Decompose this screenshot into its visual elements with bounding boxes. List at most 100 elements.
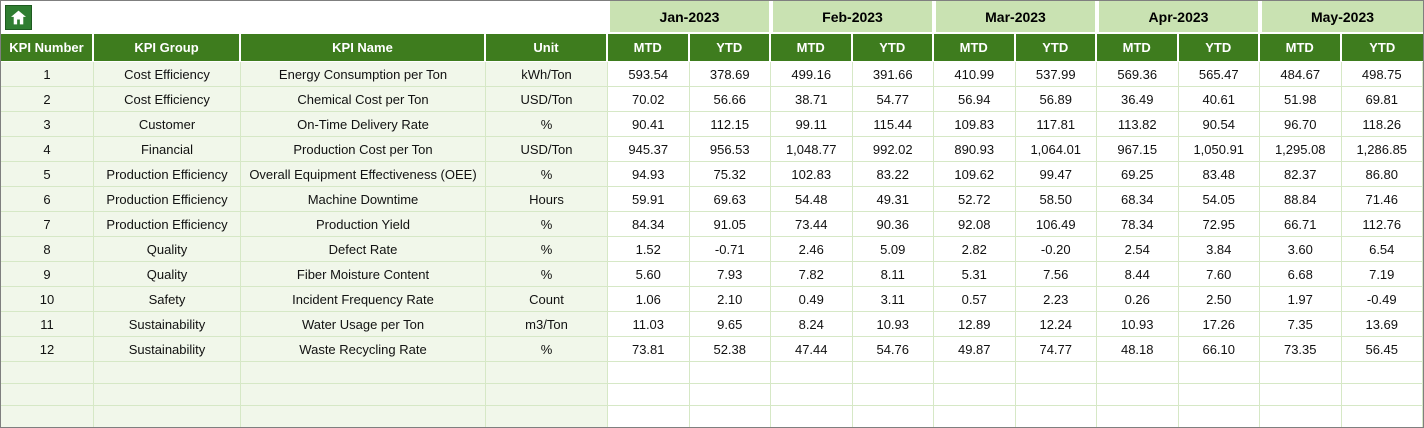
kpi-value-cell[interactable]: 378.69 [689,62,771,87]
kpi-value-cell[interactable]: 83.48 [1178,162,1260,187]
empty-cell[interactable] [1,384,94,406]
kpi-number-cell[interactable]: 12 [1,337,94,362]
kpi-value-cell[interactable]: 112.15 [689,112,771,137]
kpi-value-cell[interactable]: 75.32 [689,162,771,187]
unit-cell[interactable]: Hours [486,187,608,212]
kpi-value-cell[interactable]: 109.62 [934,162,1016,187]
kpi-value-cell[interactable]: 8.24 [771,312,853,337]
kpi-value-cell[interactable]: 56.45 [1341,337,1423,362]
kpi-value-cell[interactable]: 6.54 [1341,237,1423,262]
kpi-value-cell[interactable]: 38.71 [771,87,853,112]
kpi-value-cell[interactable]: 7.35 [1260,312,1342,337]
kpi-value-cell[interactable]: 8.44 [1097,262,1179,287]
kpi-value-cell[interactable]: 11.03 [608,312,690,337]
empty-cell[interactable] [1,406,94,427]
kpi-value-cell[interactable]: 99.11 [771,112,853,137]
kpi-value-cell[interactable]: 7.19 [1341,262,1423,287]
empty-cell[interactable] [1015,362,1097,384]
empty-cell[interactable] [608,406,690,427]
kpi-value-cell[interactable]: 8.11 [852,262,934,287]
kpi-value-cell[interactable]: 992.02 [852,137,934,162]
kpi-value-cell[interactable]: 83.22 [852,162,934,187]
kpi-name-cell[interactable]: Production Yield [241,212,486,237]
kpi-value-cell[interactable]: -0.49 [1341,287,1423,312]
kpi-value-cell[interactable]: 88.84 [1260,187,1342,212]
unit-cell[interactable]: % [486,112,608,137]
empty-cell[interactable] [241,406,486,427]
kpi-value-cell[interactable]: 6.68 [1260,262,1342,287]
kpi-value-cell[interactable]: 94.93 [608,162,690,187]
kpi-value-cell[interactable]: 1,050.91 [1178,137,1260,162]
kpi-value-cell[interactable]: 967.15 [1097,137,1179,162]
kpi-name-cell[interactable]: Machine Downtime [241,187,486,212]
empty-cell[interactable] [608,362,690,384]
kpi-group-cell[interactable]: Production Efficiency [94,187,241,212]
empty-cell[interactable] [94,362,241,384]
empty-cell[interactable] [1260,384,1342,406]
kpi-value-cell[interactable]: 113.82 [1097,112,1179,137]
kpi-value-cell[interactable]: 58.50 [1015,187,1097,212]
empty-cell[interactable] [689,406,771,427]
kpi-value-cell[interactable]: 90.41 [608,112,690,137]
empty-cell[interactable] [1097,362,1179,384]
kpi-value-cell[interactable]: 78.34 [1097,212,1179,237]
kpi-value-cell[interactable]: 72.95 [1178,212,1260,237]
empty-cell[interactable] [94,406,241,427]
empty-cell[interactable] [934,362,1016,384]
kpi-group-cell[interactable]: Safety [94,287,241,312]
kpi-value-cell[interactable]: 51.98 [1260,87,1342,112]
kpi-group-cell[interactable]: Sustainability [94,337,241,362]
kpi-value-cell[interactable]: 5.31 [934,262,1016,287]
kpi-value-cell[interactable]: 1.52 [608,237,690,262]
kpi-value-cell[interactable]: 410.99 [934,62,1016,87]
kpi-value-cell[interactable]: 52.38 [689,337,771,362]
kpi-value-cell[interactable]: 73.81 [608,337,690,362]
kpi-value-cell[interactable]: 82.37 [1260,162,1342,187]
kpi-value-cell[interactable]: 498.75 [1341,62,1423,87]
empty-cell[interactable] [1178,406,1260,427]
empty-cell[interactable] [1015,384,1097,406]
empty-cell[interactable] [852,384,934,406]
kpi-value-cell[interactable]: 5.09 [852,237,934,262]
empty-cell[interactable] [689,362,771,384]
kpi-group-cell[interactable]: Cost Efficiency [94,87,241,112]
empty-cell[interactable] [689,384,771,406]
kpi-value-cell[interactable]: 7.60 [1178,262,1260,287]
unit-cell[interactable]: % [486,237,608,262]
kpi-value-cell[interactable]: 1,286.85 [1341,137,1423,162]
kpi-value-cell[interactable]: 118.26 [1341,112,1423,137]
empty-cell[interactable] [1015,406,1097,427]
kpi-value-cell[interactable]: 484.67 [1260,62,1342,87]
kpi-value-cell[interactable]: 52.72 [934,187,1016,212]
kpi-value-cell[interactable]: 569.36 [1097,62,1179,87]
unit-cell[interactable]: m3/Ton [486,312,608,337]
kpi-group-cell[interactable]: Quality [94,262,241,287]
kpi-value-cell[interactable]: 1.97 [1260,287,1342,312]
kpi-value-cell[interactable]: 56.94 [934,87,1016,112]
kpi-value-cell[interactable]: 1,064.01 [1015,137,1097,162]
kpi-value-cell[interactable]: 565.47 [1178,62,1260,87]
kpi-value-cell[interactable]: 47.44 [771,337,853,362]
kpi-value-cell[interactable]: 10.93 [852,312,934,337]
kpi-number-cell[interactable]: 9 [1,262,94,287]
kpi-value-cell[interactable]: 2.23 [1015,287,1097,312]
kpi-value-cell[interactable]: 2.46 [771,237,853,262]
empty-cell[interactable] [94,384,241,406]
kpi-group-cell[interactable]: Cost Efficiency [94,62,241,87]
empty-cell[interactable] [1,362,94,384]
kpi-group-cell[interactable]: Production Efficiency [94,162,241,187]
kpi-value-cell[interactable]: 5.60 [608,262,690,287]
unit-cell[interactable]: USD/Ton [486,87,608,112]
kpi-name-cell[interactable]: Overall Equipment Effectiveness (OEE) [241,162,486,187]
kpi-name-cell[interactable]: Chemical Cost per Ton [241,87,486,112]
kpi-value-cell[interactable]: 945.37 [608,137,690,162]
empty-cell[interactable] [1097,406,1179,427]
kpi-value-cell[interactable]: 3.11 [852,287,934,312]
kpi-value-cell[interactable]: 86.80 [1341,162,1423,187]
empty-cell[interactable] [934,406,1016,427]
kpi-value-cell[interactable]: 115.44 [852,112,934,137]
kpi-value-cell[interactable]: 7.82 [771,262,853,287]
kpi-number-cell[interactable]: 7 [1,212,94,237]
empty-cell[interactable] [608,384,690,406]
kpi-value-cell[interactable]: 69.63 [689,187,771,212]
